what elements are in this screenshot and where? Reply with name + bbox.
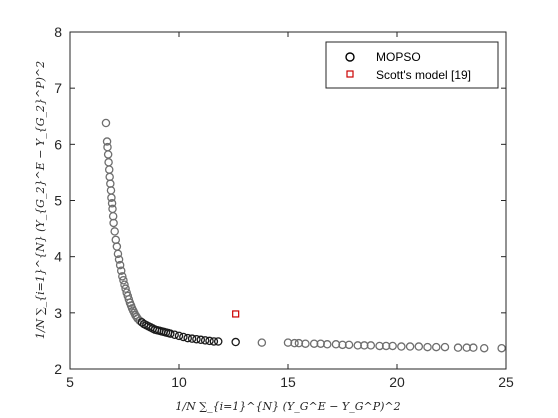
data-point-mopso xyxy=(101,118,111,128)
data-point-mopso xyxy=(192,334,201,344)
data-point-mopso xyxy=(205,336,214,346)
data-point-mopso xyxy=(179,332,188,342)
data-point-mopso xyxy=(115,260,125,270)
legend-label-scott: Scott's model [19] xyxy=(376,68,471,82)
data-point-mopso xyxy=(196,335,206,345)
y-axis-label: 1/N ∑_{i=1}^{N} (Y_{G_2}^E − Y_{G_2}^P)^… xyxy=(34,61,47,339)
data-point-mopso xyxy=(309,339,319,348)
legend-label-mopso: MOPSO xyxy=(376,50,421,64)
data-point-mopso xyxy=(170,330,179,339)
data-point-mopso xyxy=(231,337,240,347)
data-point-mopso xyxy=(257,338,267,347)
data-point-mopso xyxy=(469,343,478,352)
legend: MOPSO Scott's model [19] xyxy=(325,41,499,89)
data-point-mopso xyxy=(301,339,310,348)
data-point-mopso xyxy=(453,343,463,352)
y-tick-label: 8 xyxy=(54,24,62,40)
data-point-mopso xyxy=(322,340,332,349)
x-tick-label: 5 xyxy=(66,374,74,390)
axes xyxy=(69,31,507,370)
legend-marker-square xyxy=(346,70,354,78)
y-tick-label: 6 xyxy=(54,136,62,152)
legend-marker-circle xyxy=(345,52,355,62)
data-point-mopso xyxy=(113,249,123,259)
legend-entry-mopso: MOPSO xyxy=(345,50,421,64)
data-point-scott xyxy=(232,310,240,318)
data-point-mopso xyxy=(213,337,223,346)
data-point-mopso xyxy=(366,341,376,350)
y-tick-label: 7 xyxy=(54,80,62,96)
data-point-mopso xyxy=(360,341,369,350)
data-point-mopso xyxy=(174,331,184,341)
data-point-mopso xyxy=(344,340,354,350)
x-axis-label: 1/N ∑_{i=1}^{N} (Y_G^E − Y_G^P)^2 xyxy=(175,400,400,413)
data-point-mopso xyxy=(397,342,406,351)
data-point-mopso xyxy=(120,280,129,289)
data-point-mopso xyxy=(121,284,130,293)
data-point-mopso xyxy=(338,340,347,350)
data-point-mopso xyxy=(388,341,397,351)
data-point-mopso xyxy=(109,218,118,228)
data-point-mopso xyxy=(187,334,197,343)
data-point-mopso xyxy=(405,342,415,351)
data-point-mopso xyxy=(414,342,424,351)
data-point-mopso xyxy=(166,329,175,338)
data-point-mopso xyxy=(353,341,363,350)
data-point-mopso xyxy=(118,272,127,281)
data-point-mopso xyxy=(497,343,506,353)
data-point-mopso xyxy=(102,137,112,146)
data-point-mopso xyxy=(375,341,384,351)
y-tick-label: 3 xyxy=(54,305,62,321)
data-point-mopso xyxy=(107,199,117,208)
x-tick-label: 25 xyxy=(498,374,514,390)
data-point-mopso xyxy=(440,342,450,352)
tick-labels: 5 10 15 20 25 2 3 4 5 6 7 8 xyxy=(54,24,514,390)
y-tick-label: 2 xyxy=(54,361,62,377)
data-point-mopso xyxy=(479,343,489,353)
data-point-mopso xyxy=(209,337,219,346)
data-point-mopso xyxy=(119,276,128,285)
x-tick-label: 10 xyxy=(171,374,187,390)
data-point-mopso xyxy=(103,150,113,159)
data-point-mopso xyxy=(290,338,299,348)
data-point-mopso xyxy=(431,342,441,352)
data-points xyxy=(101,118,506,353)
data-point-mopso xyxy=(114,255,124,264)
data-point-mopso xyxy=(107,193,116,202)
data-point-mopso xyxy=(110,227,119,236)
y-tick-label: 4 xyxy=(54,249,62,265)
data-point-mopso xyxy=(137,318,147,327)
x-tick-label: 20 xyxy=(389,374,405,390)
data-point-mopso xyxy=(423,342,432,352)
x-tick-label: 15 xyxy=(280,374,296,390)
data-point-mopso xyxy=(462,343,472,352)
data-point-mopso xyxy=(116,266,126,275)
data-point-mopso xyxy=(200,336,210,345)
legend-entry-scott: Scott's model [19] xyxy=(346,68,471,82)
data-point-mopso xyxy=(183,333,192,343)
legend-box xyxy=(325,41,499,89)
data-point-mopso xyxy=(381,341,391,351)
y-tick-label: 5 xyxy=(54,193,62,209)
